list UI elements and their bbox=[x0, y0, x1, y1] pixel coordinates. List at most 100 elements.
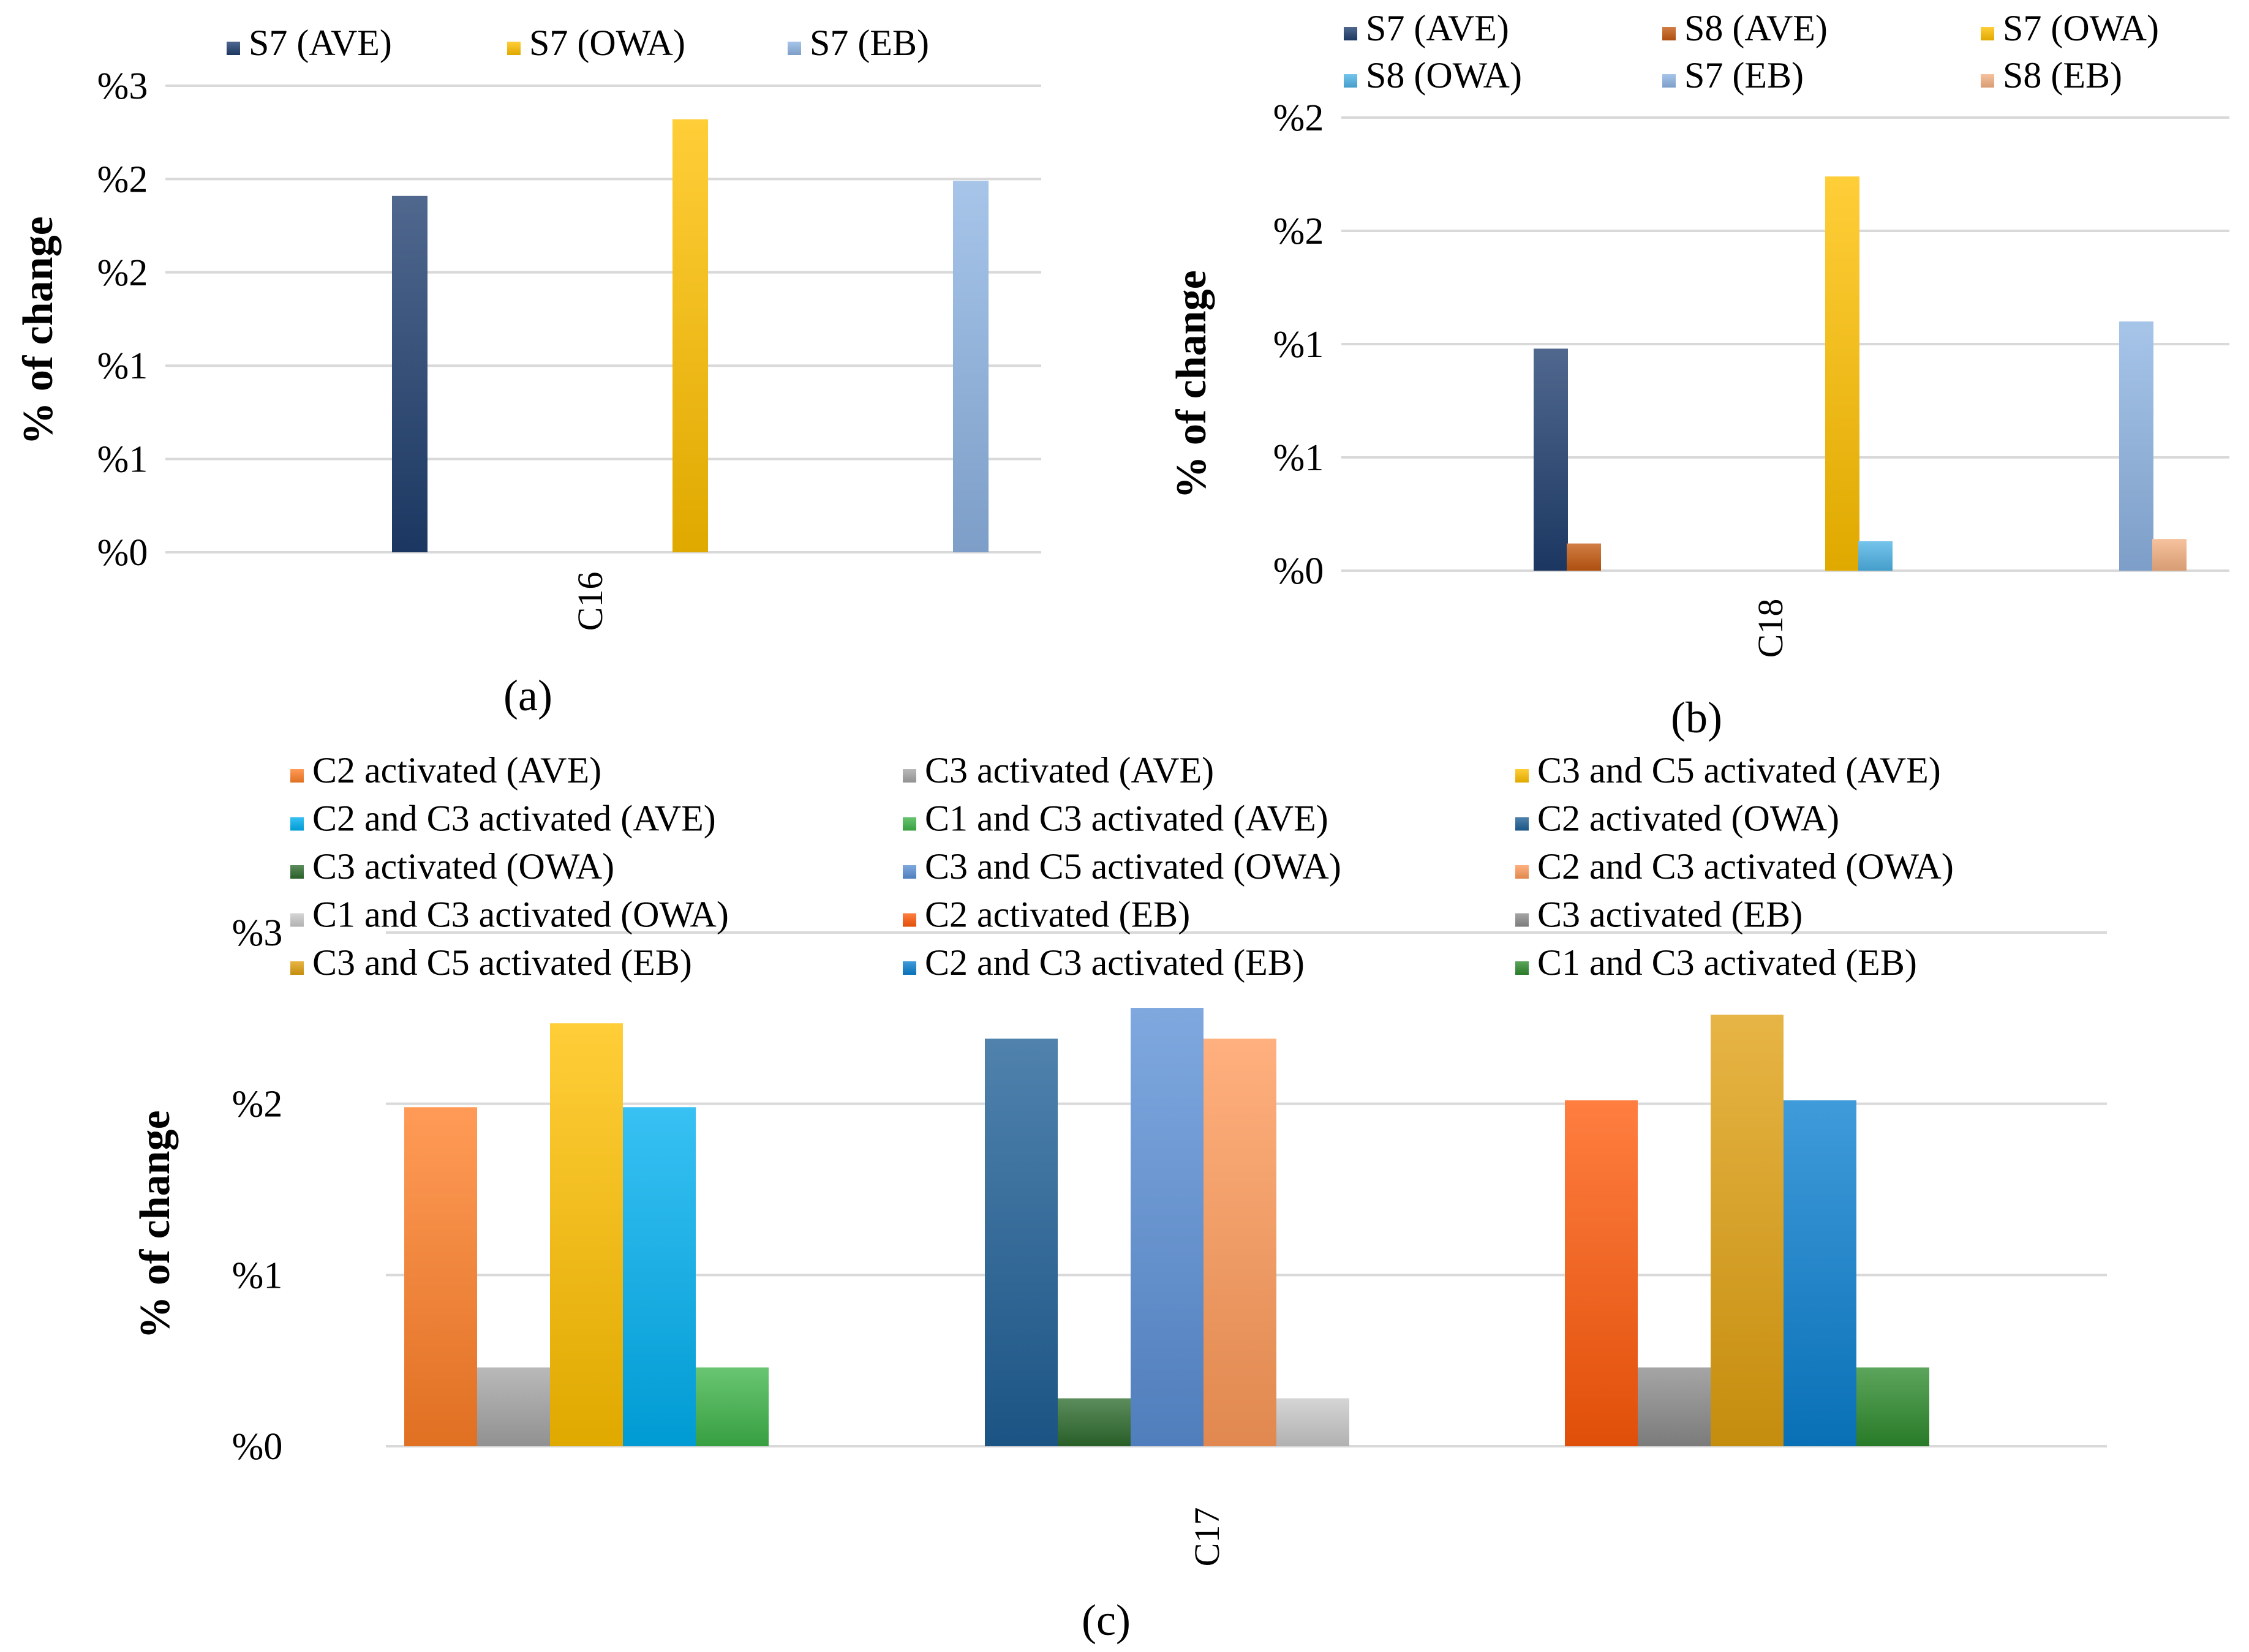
legend-label-c-11: C2 activated (EB) bbox=[925, 895, 1190, 935]
legend-label-b-1: S7 (AVE) bbox=[1366, 8, 1509, 48]
legend-swatch-b-5 bbox=[1662, 74, 1676, 88]
y-tick-label-c-2: %2 bbox=[232, 1084, 283, 1125]
y-axis-title-a: % of change bbox=[15, 216, 62, 445]
y-tick-label-c-3: %3 bbox=[232, 912, 283, 954]
y-ticks-a: %0 %1 %1 %2 %2 %3 bbox=[97, 66, 148, 574]
legend-swatch-b-1 bbox=[1344, 27, 1357, 40]
bar-c-1 bbox=[404, 1107, 477, 1446]
legend-swatch-c-3 bbox=[1515, 769, 1529, 783]
legend-label-c-4: C2 and C3 activated (AVE) bbox=[312, 798, 716, 839]
legend-swatch-c-7 bbox=[290, 865, 304, 879]
legend-label-b-6: S8 (EB) bbox=[2003, 55, 2122, 96]
panel-b: %0%1%1%2%2 % of change C18 (b) S7 (AVE) S… bbox=[1168, 8, 2229, 742]
legend-label-b-4: S8 (OWA) bbox=[1366, 55, 1522, 96]
y-tick-label-a-4: %2 bbox=[97, 159, 148, 200]
legend-label-c-9: C2 and C3 activated (OWA) bbox=[1537, 846, 1954, 887]
bar-a-1 bbox=[392, 195, 428, 552]
y-axis-title-c: % of change bbox=[132, 1110, 179, 1338]
legend-swatch-c-10 bbox=[290, 913, 304, 927]
y-tick-label-a-2: %1 bbox=[97, 345, 148, 387]
bar-c-4 bbox=[623, 1107, 696, 1446]
legend-label-a-3: S7 (EB) bbox=[810, 23, 929, 63]
legend-label-a-1: S7 (AVE) bbox=[249, 23, 392, 63]
bar-c-6 bbox=[985, 1038, 1058, 1446]
panel-label-c: (c) bbox=[1082, 1596, 1131, 1645]
y-tick-label-b-4: %2 bbox=[1273, 97, 1324, 139]
legend-label-c-2: C3 activated (AVE) bbox=[925, 750, 1214, 790]
legend-swatch-c-12 bbox=[1515, 913, 1529, 927]
legend-c: C2 activated (AVE) C3 activated (AVE) C3 a… bbox=[290, 750, 1954, 983]
bar-c-12 bbox=[1638, 1367, 1711, 1446]
y-tick-label-c-0: %0 bbox=[232, 1426, 283, 1468]
legend-a: S7 (AVE) S7 (OWA) S7 (EB) bbox=[227, 23, 929, 63]
bar-c-11 bbox=[1565, 1100, 1638, 1446]
category-label-b: C18 bbox=[1750, 599, 1790, 658]
legend-swatch-c-13 bbox=[290, 961, 304, 975]
bar-a-2 bbox=[672, 119, 708, 552]
legend-swatch-a-1 bbox=[227, 42, 240, 55]
bar-c-10 bbox=[1276, 1398, 1349, 1446]
y-ticks-c: %0 %1 %2 %3 bbox=[232, 912, 283, 1468]
y-tick-label-b-1: %1 bbox=[1273, 437, 1324, 479]
category-label-a: C16 bbox=[570, 572, 610, 631]
legend-label-c-15: C1 and C3 activated (EB) bbox=[1537, 942, 1917, 983]
legend-swatch-c-4 bbox=[290, 817, 304, 831]
legend-swatch-b-4 bbox=[1344, 74, 1357, 88]
bar-a-3 bbox=[953, 181, 989, 552]
legend-swatch-b-2 bbox=[1662, 27, 1676, 40]
legend-label-c-1: C2 activated (AVE) bbox=[312, 750, 601, 790]
y-tick-label-a-5: %3 bbox=[97, 66, 148, 107]
bar-c-2 bbox=[477, 1367, 550, 1446]
legend-swatch-c-11 bbox=[903, 913, 916, 927]
y-tick-label-a-3: %2 bbox=[97, 252, 148, 294]
panel-label-b: (b) bbox=[1671, 693, 1722, 742]
y-tick-label-b-0: %0 bbox=[1273, 550, 1324, 592]
y-ticks-b: %0 %1 %1 %2 %2 bbox=[1273, 97, 1324, 592]
legend-label-c-7: C3 activated (OWA) bbox=[312, 846, 614, 887]
y-tick-label-a-1: %1 bbox=[97, 439, 148, 481]
bars-a bbox=[392, 119, 989, 552]
legend-label-c-5: C1 and C3 activated (AVE) bbox=[925, 798, 1328, 839]
legend-label-b-2: S8 (AVE) bbox=[1684, 8, 1828, 48]
panel-a: %0 %1 %1 %2 %2 %3 % of change C16 (a) S7 (AVE… bbox=[15, 23, 1041, 720]
legend-swatch-c-5 bbox=[903, 817, 916, 831]
bar-b-2 bbox=[1567, 543, 1601, 571]
legend-label-a-2: S7 (OWA) bbox=[529, 23, 685, 63]
bar-c-7 bbox=[1058, 1398, 1131, 1446]
bar-b-6 bbox=[2152, 539, 2187, 571]
bar-c-8 bbox=[1131, 1008, 1204, 1446]
legend-swatch-b-3 bbox=[1981, 27, 1994, 40]
bar-b-5 bbox=[2119, 321, 2153, 571]
bar-c-5 bbox=[696, 1367, 769, 1446]
bar-c-13 bbox=[1711, 1015, 1784, 1446]
legend-swatch-c-8 bbox=[903, 865, 916, 879]
legend-label-c-14: C2 and C3 activated (EB) bbox=[925, 942, 1305, 983]
legend-label-c-13: C3 and C5 activated (EB) bbox=[312, 942, 692, 983]
legend-swatch-c-2 bbox=[903, 769, 916, 783]
panel-c: %0 %1 %2 %3 % of change C17 (c) C2 activate… bbox=[132, 750, 2107, 1645]
legend-label-b-5: S7 (EB) bbox=[1684, 55, 1804, 96]
legend-swatch-c-6 bbox=[1515, 817, 1529, 831]
gridlines-b bbox=[1341, 116, 2229, 572]
legend-swatch-a-2 bbox=[507, 42, 521, 55]
panel-label-a: (a) bbox=[503, 671, 552, 720]
legend-swatch-c-1 bbox=[290, 769, 304, 783]
legend-label-c-8: C3 and C5 activated (OWA) bbox=[925, 846, 1341, 887]
y-tick-label-c-1: %1 bbox=[232, 1255, 283, 1296]
legend-swatch-c-14 bbox=[903, 961, 916, 975]
legend-swatch-a-3 bbox=[788, 42, 801, 55]
bar-c-14 bbox=[1784, 1100, 1856, 1446]
y-axis-title-b: % of change bbox=[1168, 270, 1215, 498]
bar-b-1 bbox=[1534, 348, 1568, 571]
legend-swatch-c-9 bbox=[1515, 865, 1529, 879]
legend-label-c-10: C1 and C3 activated (OWA) bbox=[312, 895, 729, 935]
legend-swatch-c-15 bbox=[1515, 961, 1529, 975]
legend-label-c-3: C3 and C5 activated (AVE) bbox=[1537, 750, 1941, 790]
bars-c bbox=[404, 1008, 1929, 1446]
bars-b bbox=[1534, 176, 2187, 571]
gridlines-a bbox=[165, 84, 1041, 554]
bar-b-4 bbox=[1858, 541, 1893, 571]
category-label-c: C17 bbox=[1187, 1507, 1227, 1567]
bar-c-3 bbox=[550, 1023, 623, 1446]
